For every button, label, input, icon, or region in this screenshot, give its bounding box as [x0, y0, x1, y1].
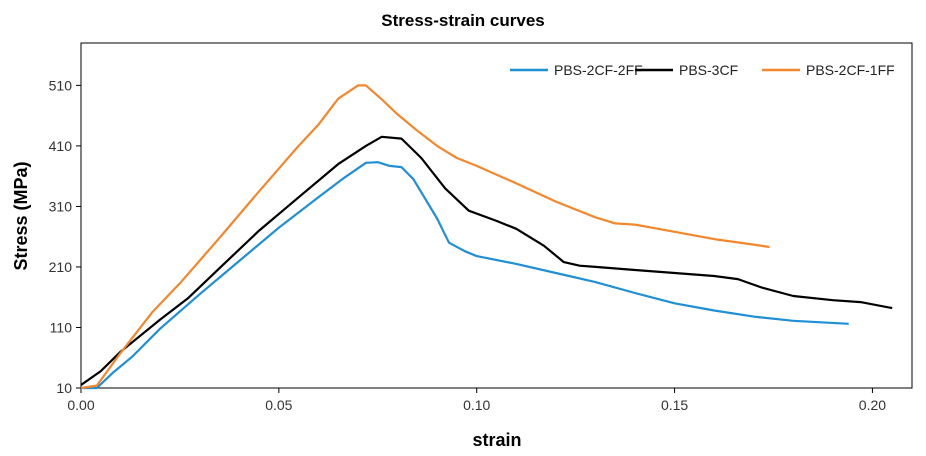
x-tick-label: 0.15 — [661, 397, 688, 413]
y-tick-label: 210 — [49, 259, 73, 275]
x-axis-ticks: 0.00 0.05 0.10 0.15 0.20 — [67, 388, 886, 413]
y-tick-label: 10 — [56, 380, 72, 396]
y-tick-label: 110 — [50, 319, 73, 335]
series-line-3 — [80, 84, 770, 390]
legend: PBS-2CF-2FF PBS-3CF PBS-2CF-1FF — [510, 62, 895, 78]
series-line-1 — [81, 161, 849, 390]
y-axis-ticks: 10 110 210 310 410 510 — [49, 77, 81, 396]
series-line-2 — [80, 135, 893, 386]
legend-label: PBS-2CF-2FF — [554, 62, 643, 78]
series-lines — [80, 84, 893, 390]
y-axis-title: Stress (MPa) — [11, 161, 31, 270]
x-tick-label: 0.05 — [265, 397, 292, 413]
y-tick-label: 410 — [49, 138, 73, 154]
x-tick-label: 0.00 — [67, 397, 94, 413]
legend-label: PBS-3CF — [679, 62, 738, 78]
y-tick-label: 310 — [49, 198, 73, 214]
plot-area-frame — [80, 42, 913, 389]
x-tick-label: 0.10 — [463, 397, 490, 413]
chart-title: Stress-strain curves — [381, 11, 544, 30]
x-tick-label: 0.20 — [859, 397, 886, 413]
y-tick-label: 510 — [49, 77, 73, 93]
legend-label: PBS-2CF-1FF — [806, 62, 895, 78]
x-axis-title: strain — [472, 430, 521, 450]
